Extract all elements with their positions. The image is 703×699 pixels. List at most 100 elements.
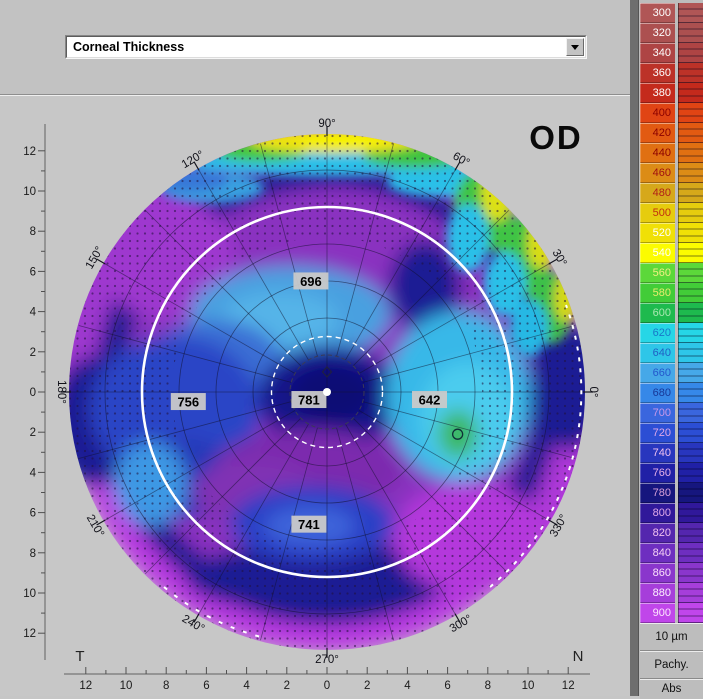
thickness-value: 741 xyxy=(298,517,320,532)
band-gradient-strip xyxy=(678,503,703,523)
band-gap xyxy=(675,143,678,163)
band-gradient-strip xyxy=(678,3,703,23)
value-label-box xyxy=(412,391,448,409)
color-scale-band: 840 xyxy=(640,543,703,563)
y-axis-label: 12 xyxy=(23,628,36,640)
color-scale-band: 900 xyxy=(640,603,703,623)
band-gap xyxy=(675,383,678,403)
band-gap xyxy=(675,463,678,483)
band-gap xyxy=(675,3,678,23)
band-value-label: 340 xyxy=(640,43,675,63)
grid-spoke xyxy=(362,401,576,459)
grid-spoke xyxy=(104,410,296,521)
y-axis-label: 2 xyxy=(30,427,36,439)
band-gradient-strip xyxy=(678,423,703,443)
view-selector-combobox[interactable]: Corneal Thickness xyxy=(65,35,587,59)
grid-spoke xyxy=(260,427,318,641)
apex-dot-marker xyxy=(323,388,331,396)
thinnest-point-marker xyxy=(451,428,464,440)
color-scale-band: 640 xyxy=(640,343,703,363)
band-gradient-strip xyxy=(678,343,703,363)
color-scale-band: 880 xyxy=(640,583,703,603)
grid-spoke xyxy=(362,325,576,383)
band-gradient-strip xyxy=(678,103,703,123)
scale-mode: Abs xyxy=(640,679,703,699)
band-value-label: 620 xyxy=(640,323,675,343)
degree-label: 180° xyxy=(55,380,67,404)
color-scale-band: 680 xyxy=(640,383,703,403)
x-axis-label: 2 xyxy=(284,680,290,692)
color-scale-band: 460 xyxy=(640,163,703,183)
band-gradient-strip xyxy=(678,463,703,483)
nasal-side-label: N xyxy=(573,648,584,665)
band-gradient-strip xyxy=(678,583,703,603)
view-selector-value[interactable]: Corneal Thickness xyxy=(73,40,185,54)
band-gradient-strip xyxy=(678,563,703,583)
band-value-label: 460 xyxy=(640,163,675,183)
band-value-label: 580 xyxy=(640,283,675,303)
band-gap xyxy=(675,483,678,503)
x-axis-label: 10 xyxy=(522,680,535,692)
degree-tick xyxy=(454,161,461,171)
grid-spoke xyxy=(336,427,394,641)
x-axis-label: 2 xyxy=(364,680,370,692)
color-scale-band: 660 xyxy=(640,363,703,383)
y-axis-label: 8 xyxy=(30,548,36,560)
reference-circles xyxy=(140,205,514,579)
diamond-marker xyxy=(321,366,333,378)
color-scale-band: 820 xyxy=(640,523,703,543)
band-value-label: 320 xyxy=(640,23,675,43)
band-value-label: 480 xyxy=(640,183,675,203)
band-gap xyxy=(675,303,678,323)
thickness-value: 642 xyxy=(419,393,441,408)
y-axis-label: 6 xyxy=(30,508,36,520)
band-gap xyxy=(675,283,678,303)
color-scale-band: 580 xyxy=(640,283,703,303)
band-gradient-strip xyxy=(678,123,703,143)
band-gradient-strip xyxy=(678,43,703,63)
degree-label: 270° xyxy=(315,654,339,666)
color-scale-band: 620 xyxy=(640,323,703,343)
band-gradient-strip xyxy=(678,603,703,623)
band-value-label: 760 xyxy=(640,463,675,483)
panel-divider xyxy=(630,0,639,696)
pachymetry-map-panel: 0° 30° 60° 90° 120° 150° 180° 210° 240° 270° 300° 3… xyxy=(0,95,630,696)
color-scale-band: 480 xyxy=(640,183,703,203)
grid-spoke xyxy=(144,417,302,575)
map-edge-dashes xyxy=(163,304,583,638)
degree-tick xyxy=(96,519,106,526)
x-axis-label: 4 xyxy=(404,680,411,692)
color-scale-band: 320 xyxy=(640,23,703,43)
band-value-label: 420 xyxy=(640,123,675,143)
y-axis-label: 6 xyxy=(30,266,36,278)
band-value-label: 720 xyxy=(640,423,675,443)
band-gradient-strip xyxy=(678,263,703,283)
band-value-label: 540 xyxy=(640,243,675,263)
color-scale-band: 780 xyxy=(640,483,703,503)
color-scale-band: 380 xyxy=(640,83,703,103)
map-markers xyxy=(321,366,464,440)
band-gap xyxy=(675,523,678,543)
band-gradient-strip xyxy=(678,363,703,383)
band-value-label: 400 xyxy=(640,103,675,123)
band-value-label: 360 xyxy=(640,63,675,83)
view-selector-field[interactable]: Corneal Thickness xyxy=(66,36,586,58)
band-gap xyxy=(675,603,678,623)
band-gap xyxy=(675,183,678,203)
x-axis-label: 0 xyxy=(324,680,330,692)
color-scale: 300 320 340 360 380 400 420 440 460 480 500 520 540 5… xyxy=(640,0,703,699)
band-gap xyxy=(675,83,678,103)
view-selector-dropdown-button[interactable] xyxy=(566,38,584,56)
degree-tick xyxy=(96,258,106,265)
value-label-box xyxy=(170,393,206,411)
band-gap xyxy=(675,323,678,343)
band-gradient-strip xyxy=(678,183,703,203)
color-scale-band: 700 xyxy=(640,403,703,423)
band-value-label: 700 xyxy=(640,403,675,423)
band-gradient-strip xyxy=(678,283,703,303)
color-scale-band: 300 xyxy=(640,3,703,23)
x-axis-label: 10 xyxy=(120,680,133,692)
color-scale-band: 720 xyxy=(640,423,703,443)
